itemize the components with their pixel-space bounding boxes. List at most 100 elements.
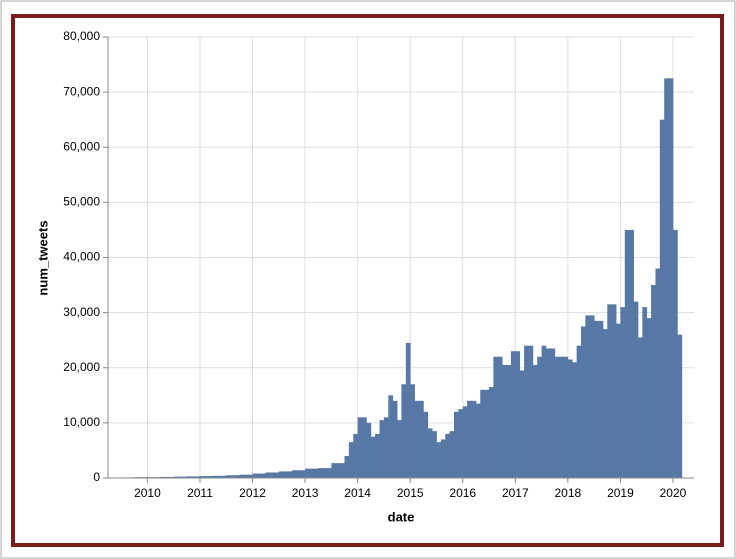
bar — [388, 395, 394, 478]
y-tick-label: 60,000 — [63, 139, 100, 153]
bar — [655, 268, 661, 478]
bar — [581, 326, 586, 478]
bar — [291, 470, 306, 478]
bar — [664, 78, 670, 478]
bar — [585, 315, 591, 478]
bar — [436, 442, 442, 478]
bar — [445, 433, 451, 478]
bar — [515, 351, 521, 478]
bar — [405, 342, 411, 478]
bar — [550, 348, 556, 478]
bar — [524, 345, 529, 478]
bar — [532, 364, 538, 478]
bar — [480, 389, 486, 478]
bar — [344, 455, 350, 478]
bar — [541, 345, 547, 478]
bar — [528, 345, 534, 478]
bar — [659, 119, 665, 478]
bar — [375, 433, 380, 478]
bar — [576, 345, 582, 478]
bar — [379, 420, 385, 478]
bar — [572, 362, 578, 478]
bar — [353, 433, 359, 478]
x-tick-label: 2015 — [397, 486, 424, 500]
bar — [589, 315, 595, 478]
bar — [305, 468, 319, 478]
bar — [545, 348, 551, 478]
bar — [383, 417, 389, 478]
x-axis-title: date — [388, 509, 415, 524]
marks — [121, 78, 683, 478]
y-tick-label: 30,000 — [63, 305, 100, 319]
bar — [186, 476, 201, 478]
bar — [252, 473, 267, 478]
bar — [602, 329, 608, 478]
bar — [362, 417, 367, 478]
bar — [397, 420, 402, 478]
bar — [537, 356, 542, 478]
bar — [497, 356, 503, 478]
x-tick-label: 2016 — [449, 486, 476, 500]
y-tick-label: 0 — [93, 470, 100, 484]
bar — [432, 431, 437, 478]
bar — [510, 351, 516, 478]
bar — [672, 229, 678, 478]
bar — [629, 229, 634, 478]
bar — [423, 411, 429, 478]
y-tick-label: 10,000 — [63, 415, 100, 429]
bar — [502, 364, 507, 478]
bar — [616, 323, 621, 478]
bar — [594, 320, 599, 478]
bar — [453, 411, 459, 478]
bar — [598, 320, 604, 478]
bar — [278, 471, 293, 478]
x-tick-label: 2011 — [187, 486, 213, 500]
bar — [506, 364, 512, 478]
bar — [213, 475, 227, 478]
bar — [418, 400, 424, 478]
bar — [348, 442, 354, 478]
bar — [607, 304, 613, 478]
y-axis-title: num_tweets — [35, 220, 50, 295]
bar — [489, 387, 494, 478]
bar — [427, 428, 433, 478]
bar — [567, 359, 573, 478]
x-tick-label: 2019 — [607, 486, 634, 500]
bar — [458, 409, 464, 478]
bar — [624, 229, 630, 478]
y-tick-label: 70,000 — [63, 84, 100, 98]
bar — [199, 476, 214, 478]
bar — [646, 318, 652, 478]
bar — [633, 301, 639, 478]
bar — [331, 463, 345, 478]
bar — [519, 370, 525, 478]
bar — [357, 417, 363, 478]
bar — [401, 384, 407, 478]
bar — [173, 476, 188, 478]
y-tick-label: 50,000 — [63, 195, 100, 209]
bar — [265, 472, 280, 478]
bar — [467, 400, 472, 478]
y-tick-label: 40,000 — [63, 250, 100, 264]
bar — [449, 431, 455, 478]
bar — [440, 439, 446, 478]
bar — [554, 356, 560, 478]
bar — [160, 476, 175, 478]
x-tick-label: 2010 — [134, 486, 161, 500]
x-tick-label: 2020 — [660, 486, 687, 500]
x-tick-label: 2013 — [292, 486, 319, 500]
y-tick-label: 80,000 — [63, 29, 100, 43]
bar — [563, 356, 569, 478]
x-tick-label: 2017 — [502, 486, 529, 500]
y-tick-label: 20,000 — [63, 360, 100, 374]
bar — [611, 304, 617, 478]
bar — [642, 307, 648, 478]
bar — [226, 475, 240, 478]
bar — [410, 384, 415, 478]
bar — [493, 356, 499, 478]
bar — [462, 406, 468, 478]
bar — [392, 400, 398, 478]
bar — [366, 422, 372, 478]
bar — [370, 436, 376, 478]
